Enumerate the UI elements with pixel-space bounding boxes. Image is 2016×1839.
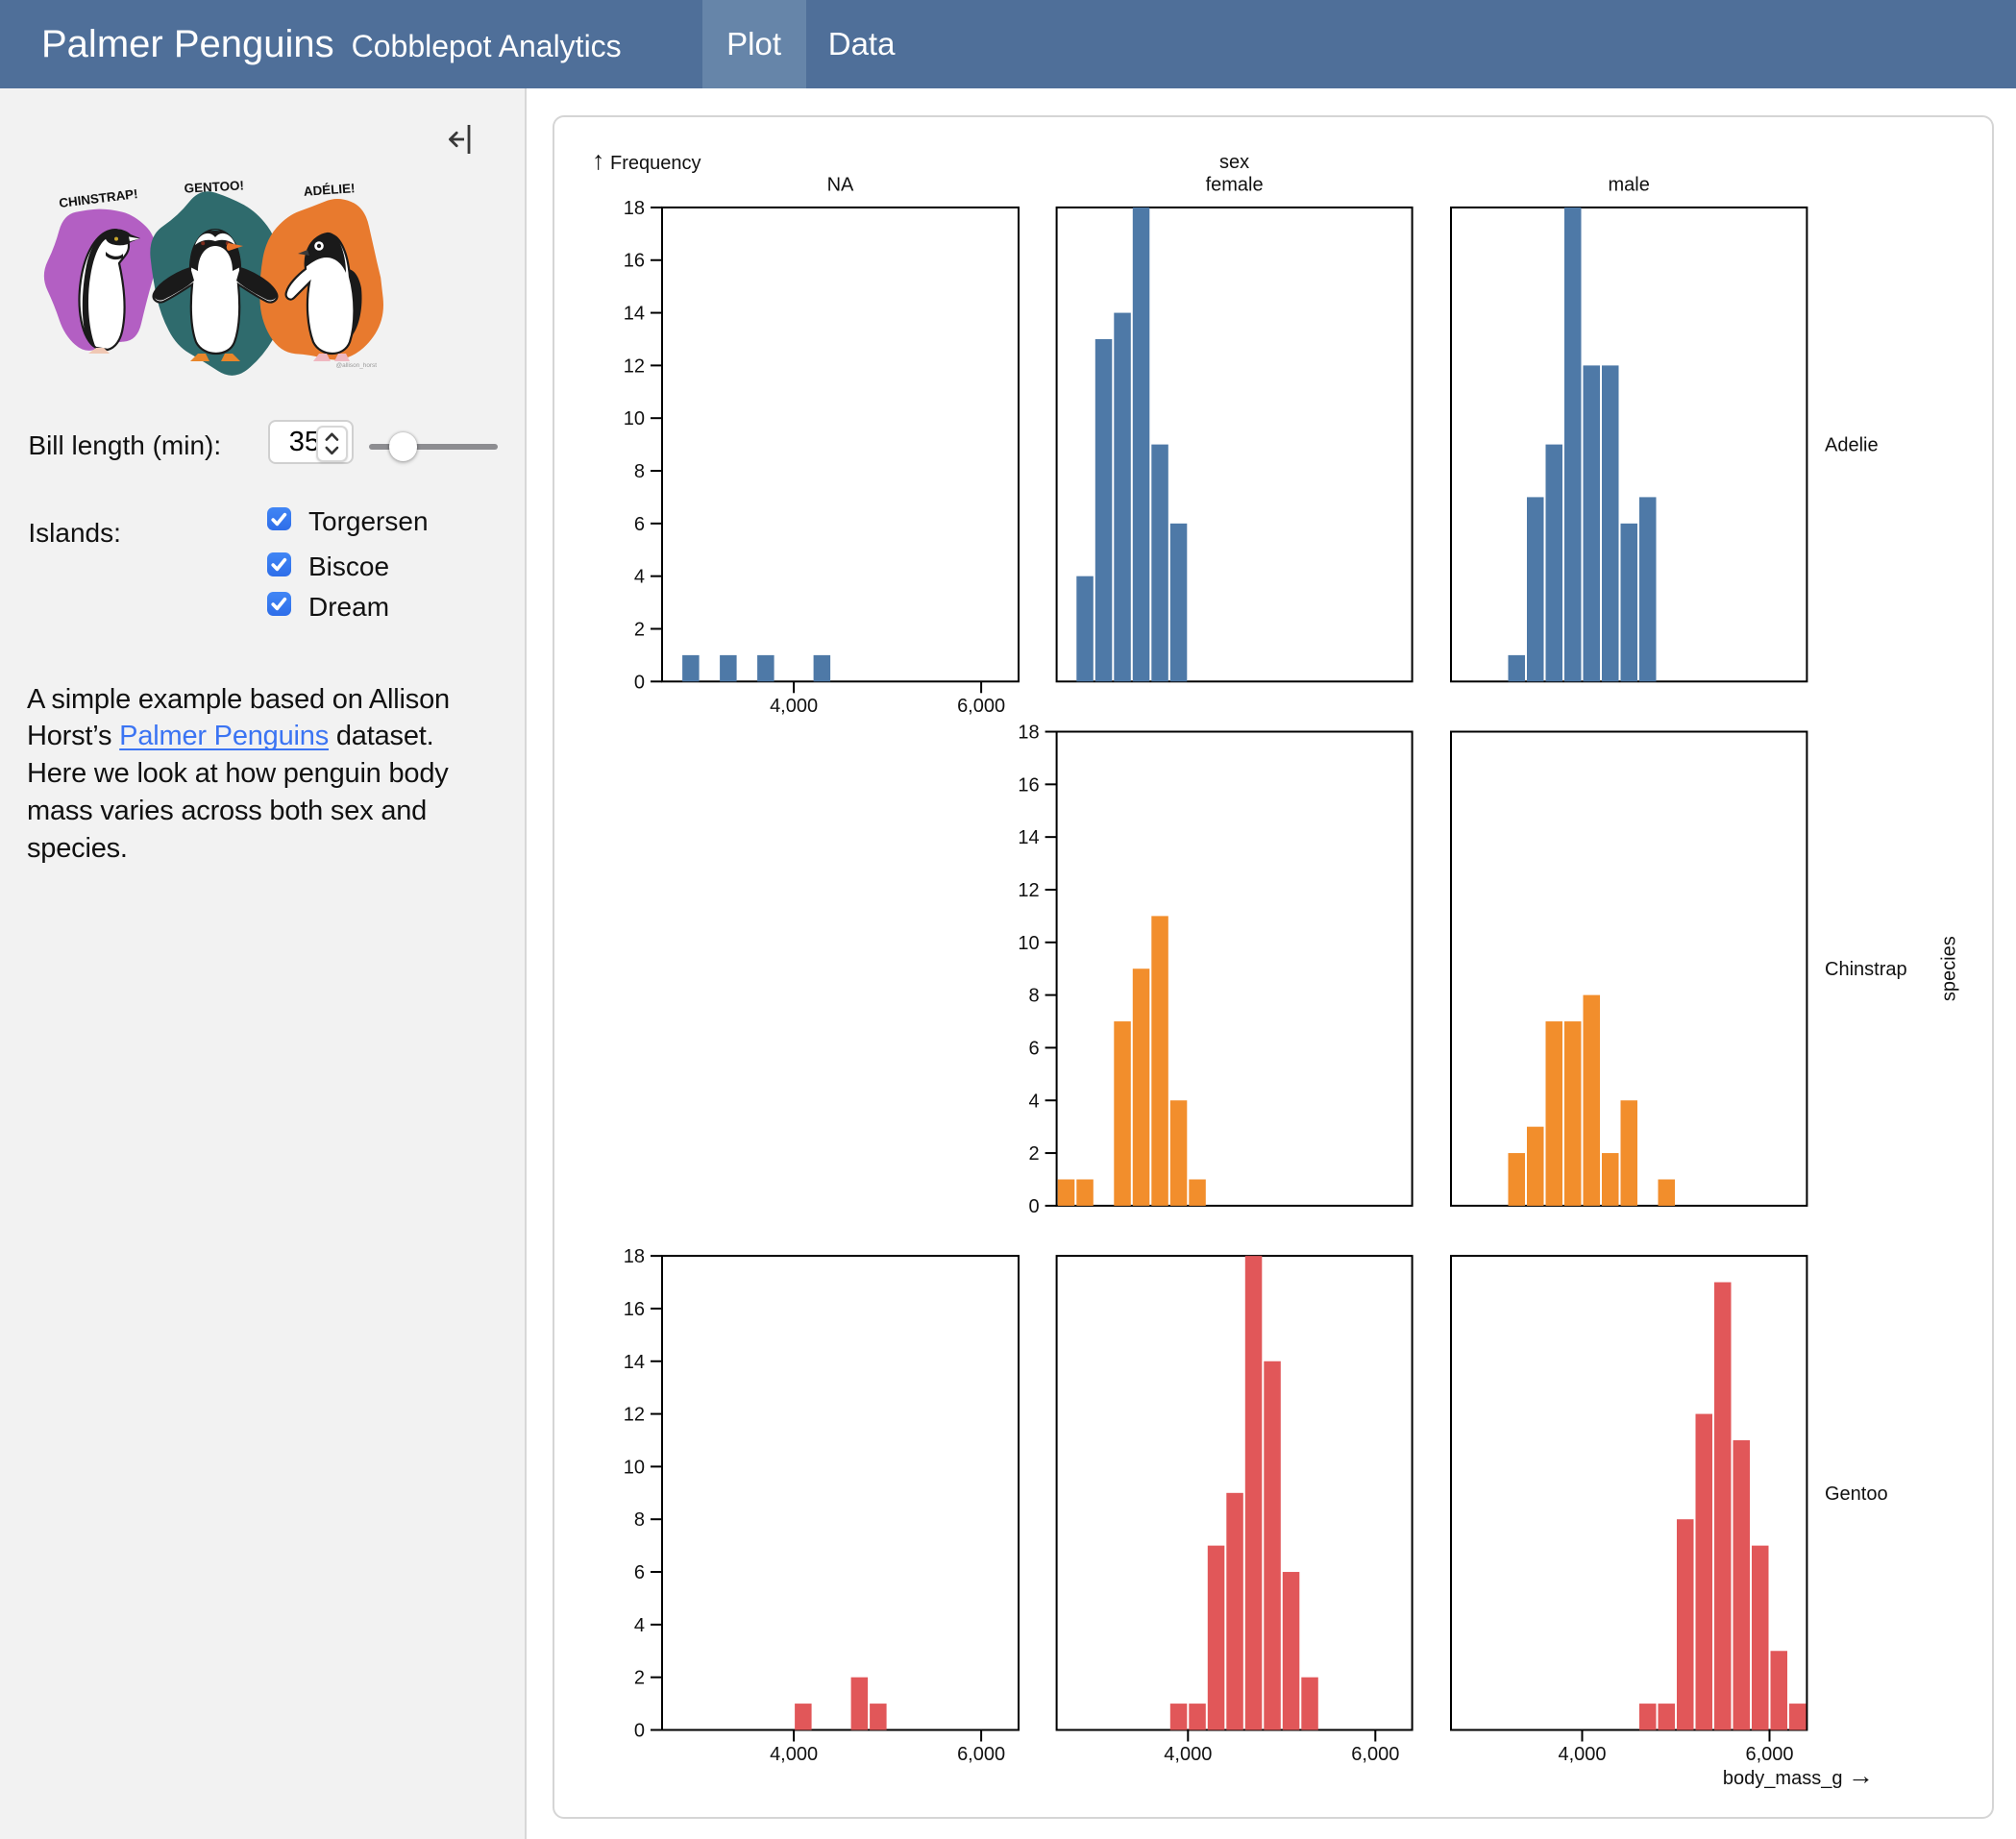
svg-text:18: 18 — [1018, 723, 1039, 744]
svg-text:0: 0 — [634, 672, 645, 693]
svg-text:4: 4 — [1028, 1091, 1039, 1112]
svg-text:6,000: 6,000 — [1351, 1744, 1399, 1765]
svg-text:0: 0 — [634, 1721, 645, 1742]
svg-text:2: 2 — [634, 1668, 645, 1689]
svg-text:8: 8 — [634, 1509, 645, 1531]
svg-text:Chinstrap: Chinstrap — [1825, 959, 1907, 980]
svg-text:8: 8 — [634, 461, 645, 482]
svg-text:14: 14 — [624, 304, 645, 325]
svg-text:4,000: 4,000 — [770, 1744, 818, 1765]
svg-text:4,000: 4,000 — [770, 696, 818, 717]
svg-text:12: 12 — [624, 1405, 645, 1426]
svg-text:12: 12 — [624, 356, 645, 377]
svg-text:GENTOO!: GENTOO! — [184, 178, 244, 195]
svg-text:16: 16 — [624, 1299, 645, 1320]
svg-text:6,000: 6,000 — [957, 1744, 1005, 1765]
svg-text:16: 16 — [624, 251, 645, 272]
svg-text:@allison_horst: @allison_horst — [336, 362, 378, 369]
svg-text:18: 18 — [624, 198, 645, 219]
svg-text:4: 4 — [634, 567, 645, 588]
svg-text:Adelie: Adelie — [1825, 435, 1879, 456]
svg-text:4: 4 — [634, 1615, 645, 1636]
svg-text:species: species — [1938, 936, 1959, 1001]
svg-text:14: 14 — [1018, 827, 1039, 848]
svg-text:Gentoo: Gentoo — [1825, 1483, 1888, 1505]
svg-text:female: female — [1206, 175, 1264, 196]
svg-text:6: 6 — [634, 514, 645, 535]
svg-text:14: 14 — [624, 1352, 645, 1373]
svg-text:16: 16 — [1018, 774, 1039, 796]
svg-text:NA: NA — [827, 175, 854, 196]
svg-text:2: 2 — [1028, 1143, 1039, 1165]
svg-text:6: 6 — [1028, 1038, 1039, 1059]
svg-text:↑ Frequency: ↑ Frequency — [592, 146, 701, 175]
svg-text:12: 12 — [1018, 880, 1039, 901]
svg-text:10: 10 — [624, 1457, 645, 1478]
svg-text:4,000: 4,000 — [1558, 1744, 1606, 1765]
svg-text:10: 10 — [624, 408, 645, 429]
svg-text:8: 8 — [1028, 986, 1039, 1007]
svg-text:ADÉLIE!: ADÉLIE! — [303, 181, 355, 199]
svg-text:10: 10 — [1018, 933, 1039, 954]
svg-text:sex: sex — [1219, 152, 1249, 173]
svg-text:6,000: 6,000 — [1745, 1744, 1793, 1765]
svg-text:0: 0 — [1028, 1196, 1039, 1217]
svg-text:18: 18 — [624, 1246, 645, 1267]
svg-text:2: 2 — [634, 619, 645, 640]
svg-text:body_mass_g →: body_mass_g → — [1723, 1761, 1874, 1790]
svg-text:6: 6 — [634, 1562, 645, 1583]
svg-text:6,000: 6,000 — [957, 696, 1005, 717]
svg-text:4,000: 4,000 — [1164, 1744, 1212, 1765]
svg-text:male: male — [1609, 175, 1650, 196]
